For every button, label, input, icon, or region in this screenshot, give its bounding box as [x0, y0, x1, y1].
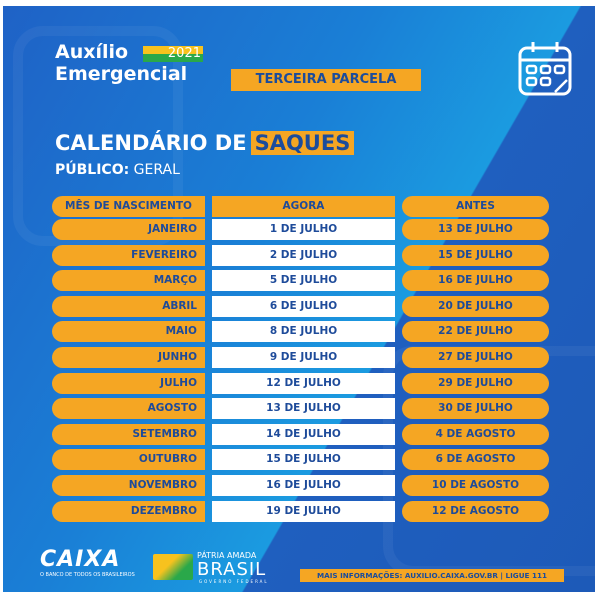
cell-antes: 30 DE JULHO	[402, 398, 549, 420]
cell-month: JULHO	[52, 372, 205, 394]
cell-antes: 16 DE JULHO	[402, 270, 549, 292]
caixa-tagline: O BANCO DE TODOS OS BRASILEIROS	[40, 572, 135, 578]
cell-month: JANEIRO	[52, 219, 205, 240]
title-line1: Auxílio	[55, 41, 129, 63]
brasil-flag-logo	[153, 554, 193, 580]
cell-month: OUTUBRO	[52, 449, 205, 471]
cell-antes: 13 DE JULHO	[402, 219, 549, 240]
calendar-title: CALENDÁRIO DE SAQUES	[55, 130, 355, 156]
parcela-badge: TERCEIRA PARCELA	[231, 69, 421, 91]
header-antes: ANTES	[402, 196, 549, 217]
cell-month: MARÇO	[52, 270, 205, 292]
caixa-logo: CAIXA	[40, 547, 121, 572]
poster: Auxílio Emergencial 2021 TERCEIRA PARCEL…	[3, 6, 595, 592]
table-header: MÊS DE NASCIMENTO AGORA ANTES	[52, 196, 549, 217]
governo-text: GOVERNO FEDERAL	[199, 579, 269, 584]
year-flag: 2021	[143, 46, 203, 62]
calendar-icon	[518, 42, 572, 96]
table-row: JULHO 12 DE JULHO 29 DE JULHO	[52, 372, 549, 394]
cell-month: FEVEREIRO	[52, 244, 205, 266]
cell-agora: 15 DE JULHO	[212, 449, 395, 471]
public-value: GERAL	[133, 162, 180, 178]
cell-antes: 12 DE AGOSTO	[402, 500, 549, 522]
table-row: ABRIL 6 DE JULHO 20 DE JULHO	[52, 295, 549, 317]
table-row: DEZEMBRO 19 DE JULHO 12 DE AGOSTO	[52, 500, 549, 522]
calendar-title-text: CALENDÁRIO DE	[55, 131, 247, 155]
table-row: AGOSTO 13 DE JULHO 30 DE JULHO	[52, 398, 549, 420]
decorative-shape	[13, 26, 183, 246]
table-row: JUNHO 9 DE JULHO 27 DE JULHO	[52, 347, 549, 368]
cell-antes: 6 DE AGOSTO	[402, 449, 549, 471]
cell-month: DEZEMBRO	[52, 500, 205, 522]
cell-agora: 16 DE JULHO	[212, 475, 395, 496]
cell-agora: 8 DE JULHO	[212, 321, 395, 343]
table-row: FEVEREIRO 2 DE JULHO 15 DE JULHO	[52, 244, 549, 266]
cell-antes: 10 DE AGOSTO	[402, 475, 549, 496]
cell-month: MAIO	[52, 321, 205, 343]
public-key: PÚBLICO:	[55, 162, 130, 178]
header-agora: AGORA	[212, 196, 395, 217]
table-row: JANEIRO 1 DE JULHO 13 DE JULHO	[52, 219, 549, 240]
info-banner: MAIS INFORMAÇÕES: AUXILIO.CAIXA.GOV.BR |…	[300, 569, 564, 582]
cell-month: JUNHO	[52, 347, 205, 368]
cell-antes: 27 DE JULHO	[402, 347, 549, 368]
table-row: SETEMBRO 14 DE JULHO 4 DE AGOSTO	[52, 423, 549, 445]
cell-antes: 29 DE JULHO	[402, 372, 549, 394]
cell-agora: 14 DE JULHO	[212, 423, 395, 445]
cell-agora: 1 DE JULHO	[212, 219, 395, 240]
title-line2: Emergencial	[55, 63, 188, 85]
saques-highlight: SAQUES	[250, 131, 355, 155]
cell-agora: 19 DE JULHO	[212, 500, 395, 522]
cell-antes: 22 DE JULHO	[402, 321, 549, 343]
cell-month: ABRIL	[52, 295, 205, 317]
table-row: OUTUBRO 15 DE JULHO 6 DE AGOSTO	[52, 449, 549, 471]
cell-month: SETEMBRO	[52, 423, 205, 445]
brasil-text: BRASIL	[197, 559, 267, 580]
header-month: MÊS DE NASCIMENTO	[52, 196, 205, 217]
cell-month: NOVEMBRO	[52, 475, 205, 496]
table-row: MARÇO 5 DE JULHO 16 DE JULHO	[52, 270, 549, 292]
cell-antes: 20 DE JULHO	[402, 295, 549, 317]
cell-agora: 12 DE JULHO	[212, 372, 395, 394]
program-title: Auxílio Emergencial	[55, 41, 187, 85]
cell-antes: 4 DE AGOSTO	[402, 423, 549, 445]
cell-agora: 2 DE JULHO	[212, 244, 395, 266]
cell-agora: 13 DE JULHO	[212, 398, 395, 420]
patria-text: PÁTRIA AMADA	[197, 551, 257, 560]
cell-agora: 5 DE JULHO	[212, 270, 395, 292]
public-label: PÚBLICO: GERAL	[55, 162, 180, 178]
cell-month: AGOSTO	[52, 398, 205, 420]
table-row: NOVEMBRO 16 DE JULHO 10 DE AGOSTO	[52, 475, 549, 496]
cell-agora: 6 DE JULHO	[212, 295, 395, 317]
table-row: MAIO 8 DE JULHO 22 DE JULHO	[52, 321, 549, 343]
cell-antes: 15 DE JULHO	[402, 244, 549, 266]
cell-agora: 9 DE JULHO	[212, 347, 395, 368]
